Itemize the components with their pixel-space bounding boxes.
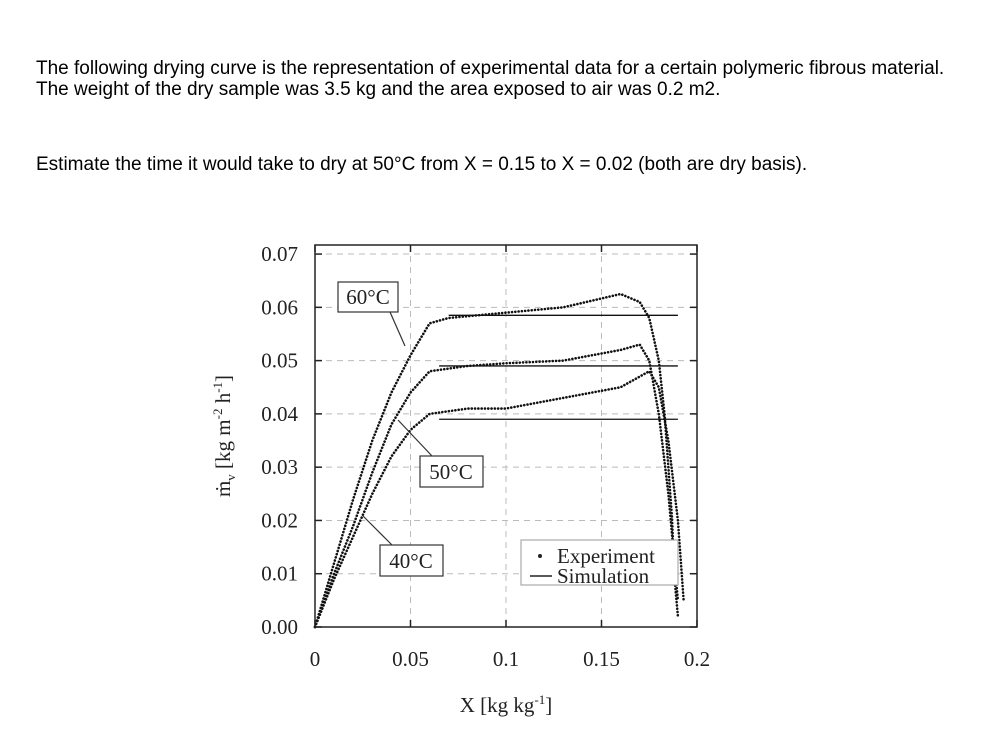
- plot-frame: [314, 244, 698, 628]
- question-text: Estimate the time it would take to dry a…: [36, 154, 808, 175]
- y-tick-label: 0.00: [261, 615, 298, 639]
- experiment-curve: [313, 292, 680, 629]
- x-tick-label: 0.2: [684, 647, 710, 671]
- y-tick-label: 0.05: [261, 349, 298, 373]
- legend-marker: [538, 554, 542, 558]
- annotation: 40°C: [389, 549, 432, 573]
- arrow: [397, 419, 433, 457]
- y-tick-label: 0.02: [261, 508, 298, 532]
- x-tick-label: 0.1: [493, 647, 519, 671]
- annotation: 50°C: [429, 460, 472, 484]
- legend-label: Simulation: [557, 564, 650, 588]
- arrow: [389, 311, 406, 347]
- y-tick-label: 0.04: [261, 402, 298, 426]
- x-tick-label: 0.05: [392, 647, 429, 671]
- experiment-curve: [313, 343, 680, 629]
- question-text: The following drying curve is the repres…: [36, 58, 945, 100]
- y-tick-label: 0.01: [261, 562, 298, 586]
- x-tick-label: 0: [310, 647, 321, 671]
- legend-label: Experiment: [557, 544, 655, 568]
- annotation-box: [419, 455, 484, 488]
- arrow: [362, 515, 393, 546]
- y-axis-label: ṁv [kg m-2 h-1]: [210, 375, 238, 497]
- y-tick-label: 0.07: [261, 242, 298, 266]
- y-tick-label: 0.06: [261, 295, 298, 319]
- x-axis-label: X [kg kg-1]: [460, 692, 553, 717]
- y-tick-label: 0.03: [261, 455, 298, 479]
- annotation-box: [379, 544, 444, 577]
- experiment-curve: [313, 369, 685, 629]
- annotation: 60°C: [346, 285, 389, 309]
- annotation-box: [337, 281, 399, 313]
- x-tick-label: 0.15: [583, 647, 620, 671]
- legend-box: [520, 539, 679, 586]
